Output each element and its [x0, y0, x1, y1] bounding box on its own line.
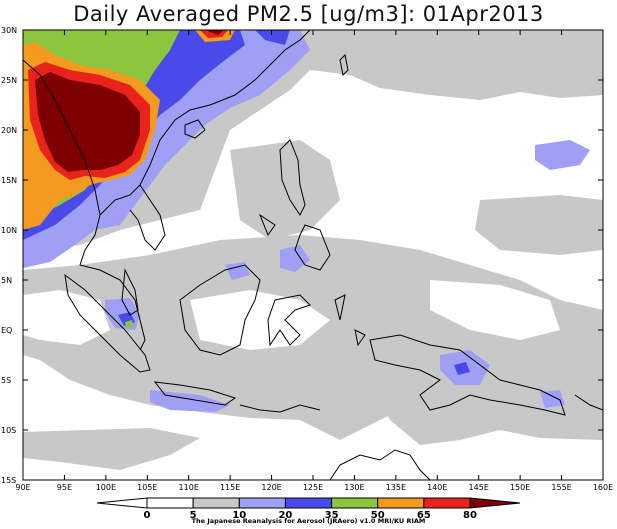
colorbar-label: 50: [371, 510, 385, 521]
colorbar-segment: [146, 497, 194, 509]
lon-label: 105E: [137, 483, 157, 492]
lon-label: 135E: [386, 483, 406, 492]
lat-label: 5S: [1, 376, 11, 385]
pm25-band-5-10: [23, 105, 603, 350]
colorbar-label: 35: [325, 510, 339, 521]
lon-label: 115E: [220, 483, 240, 492]
lat-label: 15N: [1, 176, 17, 185]
lon-label: 110E: [179, 483, 199, 492]
lon-label: 100E: [96, 483, 116, 492]
pm25-band-max: [35, 30, 224, 172]
colorbar-label: 80: [463, 510, 477, 521]
lon-label: 160E: [593, 483, 613, 492]
longitude-axis: 90E 95E 100E 105E 110E 115E 120E 125E 130E 135E 14…: [15, 30, 613, 492]
colorbar-min-arrow: [96, 497, 148, 509]
map-title: Daily Averaged PM2.5 [ug/m3]: 01Apr2013: [73, 2, 544, 26]
colorbar-max-arrow: [469, 497, 521, 509]
lon-label: 155E: [551, 483, 571, 492]
lon-label: 140E: [427, 483, 447, 492]
colorbar-label: 20: [278, 510, 292, 521]
colorbar-segment: [331, 497, 379, 509]
colorbar: 0 5 10 20 35 50 65 80: [96, 497, 521, 521]
colorbar-label: 5: [190, 510, 197, 521]
lon-label: 90E: [15, 483, 30, 492]
lon-label: 145E: [469, 483, 489, 492]
colorbar-segment: [238, 497, 286, 509]
coastlines: [23, 30, 603, 480]
lat-label: 10S: [1, 426, 16, 435]
colorbar-segment: [192, 497, 240, 509]
lon-label: 125E: [303, 483, 323, 492]
colorbar-label: 10: [232, 510, 246, 521]
lon-label: 120E: [261, 483, 281, 492]
colorbar-segment: [423, 497, 471, 509]
lat-label: 25N: [1, 76, 17, 85]
colorbar-segment: [377, 497, 425, 509]
lat-label: 15S: [1, 476, 16, 485]
colorbar-segment: [284, 497, 333, 509]
lat-label: EQ: [1, 326, 12, 335]
lon-label: 95E: [57, 483, 72, 492]
lat-label: 20N: [1, 126, 17, 135]
latitude-axis: 30N 25N 20N 15N 10N 5N EQ 5S 10S 15S: [1, 26, 603, 485]
lat-label: 30N: [1, 26, 17, 35]
lat-label: 5N: [1, 276, 12, 285]
lon-label: 130E: [344, 483, 364, 492]
lon-label: 150E: [510, 483, 530, 492]
colorbar-label: 0: [144, 510, 151, 521]
colorbar-label: 65: [417, 510, 431, 521]
credit-text: The Japanese Reanalysis for Aerosol (JRA…: [191, 517, 426, 525]
lat-label: 10N: [1, 226, 17, 235]
